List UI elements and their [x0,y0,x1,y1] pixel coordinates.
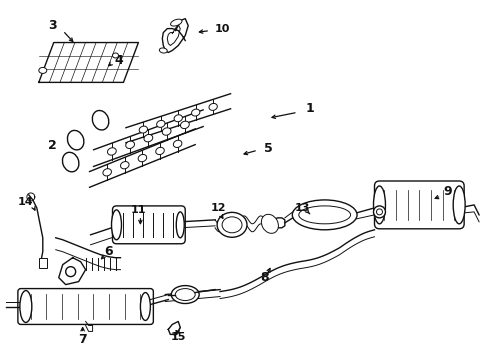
Ellipse shape [176,212,184,238]
Ellipse shape [39,67,47,73]
Ellipse shape [261,214,278,233]
Text: 11: 11 [131,205,146,215]
Text: 7: 7 [78,333,87,346]
Ellipse shape [103,169,111,176]
Ellipse shape [192,109,200,116]
Text: 12: 12 [210,203,226,213]
Polygon shape [126,94,231,143]
Ellipse shape [209,103,217,111]
Text: 6: 6 [104,245,113,258]
Ellipse shape [373,186,386,224]
Ellipse shape [175,289,195,301]
Ellipse shape [112,210,122,240]
Text: 3: 3 [49,19,57,32]
Ellipse shape [141,293,150,320]
Text: 14: 14 [18,197,34,207]
Ellipse shape [162,128,171,135]
Polygon shape [59,258,86,285]
Ellipse shape [68,130,84,150]
Ellipse shape [20,291,32,323]
FancyBboxPatch shape [374,181,464,229]
Ellipse shape [113,53,119,58]
Text: 5: 5 [264,141,272,155]
Ellipse shape [171,19,182,26]
Ellipse shape [373,206,386,218]
Ellipse shape [180,121,189,129]
Polygon shape [39,42,138,82]
Text: 13: 13 [295,203,311,213]
Ellipse shape [121,162,129,169]
Ellipse shape [157,121,165,127]
Ellipse shape [173,140,182,148]
FancyBboxPatch shape [113,206,185,244]
Ellipse shape [92,111,109,130]
Ellipse shape [138,154,147,162]
Ellipse shape [66,267,75,276]
Text: 1: 1 [305,102,314,115]
Text: 2: 2 [49,139,57,152]
Ellipse shape [62,152,79,172]
Text: 8: 8 [261,271,269,284]
Ellipse shape [159,48,167,53]
Text: 15: 15 [171,332,186,342]
Ellipse shape [107,148,116,155]
Ellipse shape [144,134,153,142]
Ellipse shape [222,217,242,233]
Text: 10: 10 [215,24,230,33]
Text: 4: 4 [114,54,123,67]
Ellipse shape [293,200,357,230]
Bar [39,258,47,268]
Ellipse shape [376,209,383,215]
Ellipse shape [453,186,465,224]
Ellipse shape [174,115,182,122]
Ellipse shape [299,206,350,224]
FancyBboxPatch shape [18,289,153,324]
Polygon shape [94,110,203,166]
Ellipse shape [172,285,199,303]
Ellipse shape [139,126,147,133]
Polygon shape [90,129,195,187]
Ellipse shape [156,147,164,154]
Ellipse shape [217,212,247,237]
Ellipse shape [126,141,135,149]
Text: 9: 9 [443,185,451,198]
